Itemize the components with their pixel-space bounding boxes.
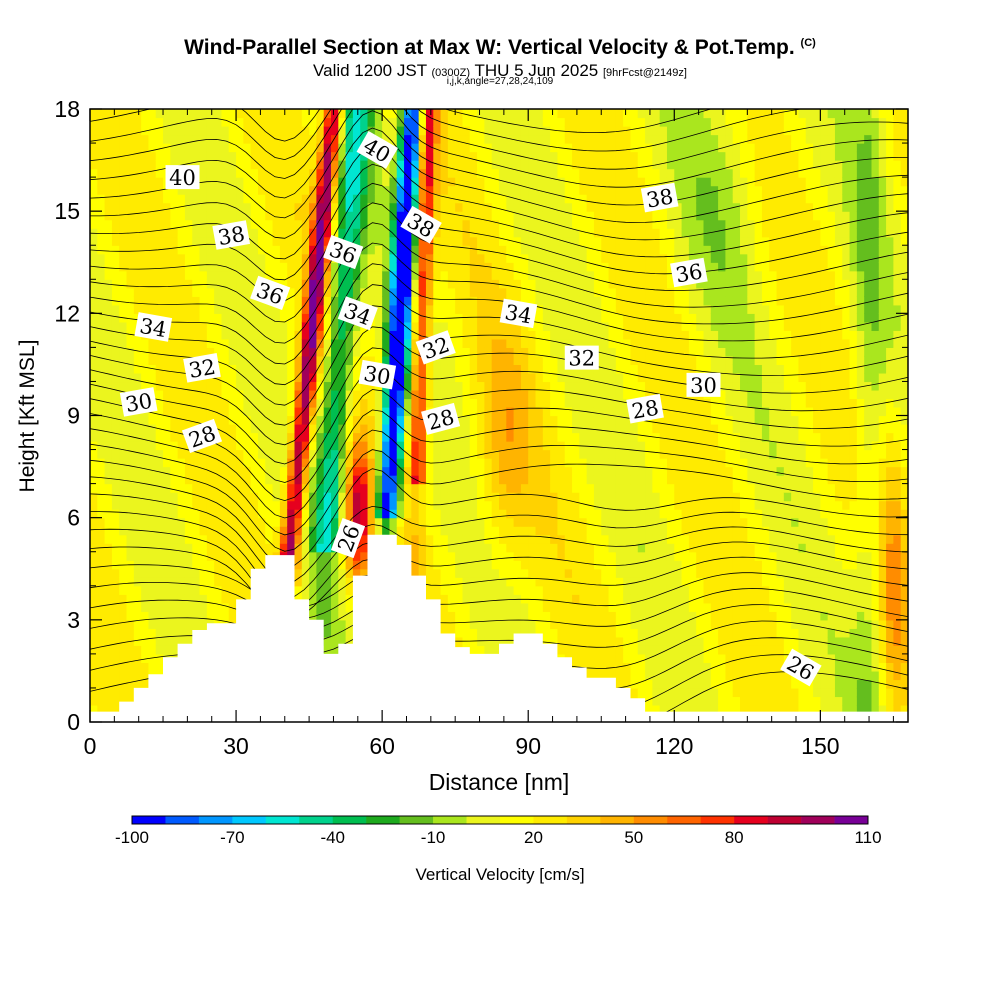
colorbar-tick-label: 20 <box>524 828 543 847</box>
contour-label-text: 36 <box>674 259 704 287</box>
x-tick-label: 90 <box>515 733 541 759</box>
colorbar-swatch <box>232 816 267 824</box>
colorbar-tick-label: 80 <box>725 828 744 847</box>
x-axis-label: Distance [nm] <box>429 769 570 795</box>
contour-label: 34 <box>134 312 173 342</box>
terrain-base <box>90 711 908 722</box>
valid-utc: (0300Z) <box>431 67 471 79</box>
colorbar-swatch <box>667 816 702 824</box>
colorbar-swatch <box>834 816 869 824</box>
grid-indices: i,j,k,angle=27,28,24,109 <box>446 76 554 87</box>
y-tick-label: 12 <box>54 300 80 326</box>
contour-label-text: 34 <box>138 314 168 342</box>
x-tick-label: 150 <box>801 733 839 759</box>
colorbar-swatch <box>332 816 367 824</box>
colorbar-tick-label: -40 <box>320 828 345 847</box>
colorbar-swatch <box>198 816 233 824</box>
x-axis: 0 30 60 90 120 150 <box>84 109 894 759</box>
potential-temperature-contours <box>90 109 908 722</box>
contour-label: 40 <box>165 165 200 190</box>
copyright-mark: (C) <box>800 37 816 49</box>
contour-label-text: 40 <box>169 166 196 190</box>
contour-label-text: 34 <box>503 300 533 328</box>
contour-label: 38 <box>640 182 679 213</box>
y-tick-label: 9 <box>67 403 80 429</box>
x-tick-label: 0 <box>84 733 97 759</box>
contour-label-text: 32 <box>187 355 217 383</box>
contour-label-text: 30 <box>362 361 392 389</box>
colorbar-swatch <box>399 816 434 824</box>
colorbar-swatch <box>600 816 635 824</box>
terrain-profile <box>90 534 908 722</box>
colorbar-tick-label: -70 <box>220 828 245 847</box>
colorbar-frame <box>131 815 869 825</box>
x-tick-label: 60 <box>369 733 395 759</box>
contour-label: 28 <box>421 402 461 435</box>
contour-label: 32 <box>564 345 599 371</box>
colorbar-swatch <box>533 816 568 824</box>
contour-label-text: 32 <box>568 347 595 371</box>
x-tick-label: 120 <box>655 733 693 759</box>
contour-label: 36 <box>670 257 708 288</box>
colorbar-swatch <box>466 816 501 824</box>
colorbar-swatch <box>700 816 735 824</box>
vertical-velocity-field <box>90 109 908 722</box>
colorbar-label: Vertical Velocity [cm/s] <box>415 865 584 884</box>
colorbar-swatch <box>265 816 300 824</box>
colorbar-swatch <box>299 816 334 824</box>
contour-label: 38 <box>212 220 251 250</box>
contour-label: 32 <box>183 353 221 383</box>
contour-label-text: 28 <box>630 396 660 424</box>
colorbar-tick-label: 110 <box>854 828 881 847</box>
contour-label: 28 <box>626 393 664 424</box>
y-tick-label: 18 <box>54 96 80 122</box>
colorbar-swatch <box>767 816 802 824</box>
colorbar-swatch <box>734 816 768 824</box>
colorbar-swatch <box>165 816 200 824</box>
colorbar-swatch <box>633 816 668 824</box>
colorbar-swatch <box>433 816 467 824</box>
contour-label: 34 <box>499 298 538 328</box>
valid-time: Valid 1200 JST <box>313 61 427 80</box>
y-tick-label: 0 <box>67 709 80 735</box>
colorbar: -100 -70 -40 -10 20 50 80 110 <box>115 815 882 847</box>
contour-label-text: 38 <box>645 184 675 212</box>
contour-label: 30 <box>686 372 721 398</box>
x-tick-label: 30 <box>223 733 249 759</box>
forecast-info: [9hrFcst@2149z] <box>603 67 687 79</box>
colorbar-tick-label: -10 <box>421 828 446 847</box>
title-text: Wind-Parallel Section at Max W: Vertical… <box>184 36 795 59</box>
y-tick-label: 15 <box>54 198 80 224</box>
chart-title: Wind-Parallel Section at Max W: Vertical… <box>0 36 1000 60</box>
contour-label-text: 30 <box>690 374 717 398</box>
colorbar-swatch <box>500 816 534 824</box>
colorbar-swatch <box>366 816 400 824</box>
colorbar-tick-label: -100 <box>115 828 149 847</box>
chart-subtitle: Valid 1200 JST (0300Z) THU 5 Jun 2025 [9… <box>0 61 1000 81</box>
valid-date: THU 5 Jun 2025 <box>474 61 599 80</box>
contour-label-text: 38 <box>216 222 246 250</box>
y-tick-label: 3 <box>67 607 80 633</box>
colorbar-swatch <box>801 816 835 824</box>
contour-label: 30 <box>358 359 397 390</box>
colorbar-swatch <box>132 816 166 824</box>
contour-label-text: 30 <box>124 389 154 417</box>
colorbar-tick-label: 50 <box>624 828 643 847</box>
colorbar-swatch <box>566 816 601 824</box>
y-tick-label: 6 <box>67 505 80 531</box>
y-axis-label: Height [Kft MSL] <box>16 340 39 493</box>
contour-label: 30 <box>119 387 158 417</box>
